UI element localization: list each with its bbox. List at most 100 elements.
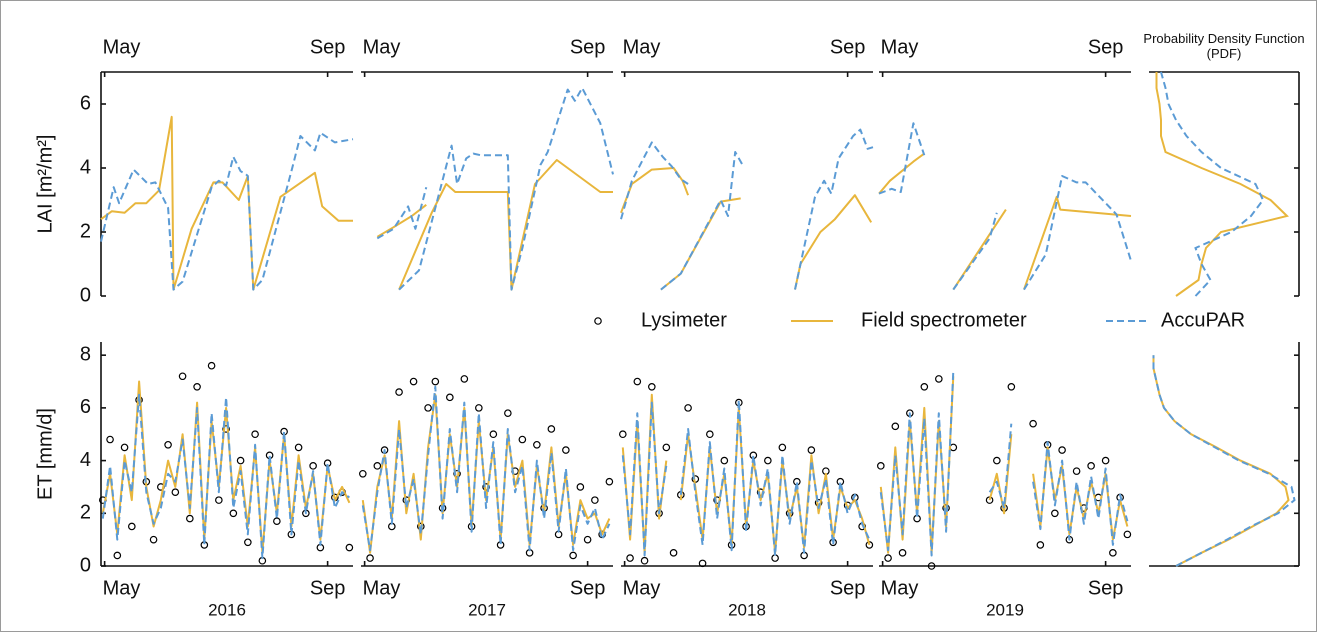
legend-label: AccuPAR <box>1161 309 1245 331</box>
series-line <box>101 393 350 560</box>
y-tick-label: 2 <box>80 220 91 242</box>
lysimeter-point <box>229 509 238 518</box>
lysimeter-point <box>949 443 958 452</box>
lysimeter-point <box>149 535 158 544</box>
lysimeter-point <box>186 514 194 523</box>
lysimeter-point <box>446 393 454 402</box>
x-tick-label: May <box>103 36 141 58</box>
density-line <box>1152 355 1290 567</box>
lysimeter-point <box>648 382 656 391</box>
lysimeter-point <box>106 435 114 444</box>
lysimeter-point <box>128 522 136 531</box>
lysimeter-point <box>898 549 907 557</box>
lysimeter-point <box>993 456 1001 465</box>
series-line <box>879 376 1129 554</box>
legend-label: Lysimeter <box>641 309 727 331</box>
x-axis-label: 2019 <box>986 600 1024 619</box>
lysimeter-point <box>720 456 729 465</box>
legend-label: Field spectrometer <box>861 309 1027 331</box>
lysimeter-point <box>640 556 649 565</box>
density-line <box>1152 355 1296 567</box>
pdf-title: Probability Density Function (PDF) <box>1143 31 1305 61</box>
lysimeter-point <box>891 422 900 431</box>
x-tick-label: Sep <box>1088 577 1124 599</box>
x-tick-label: May <box>363 36 401 58</box>
series-line <box>620 128 874 291</box>
lysimeter-point <box>1036 541 1045 549</box>
lysimeter-point <box>1058 446 1066 454</box>
lysimeter-point <box>431 377 440 386</box>
lysimeter-point <box>576 483 585 491</box>
lysimeter-point <box>583 535 592 544</box>
lysimeter-point <box>771 554 779 562</box>
series-line <box>361 393 611 554</box>
lysimeter-point <box>778 443 787 452</box>
lysimeter-point <box>935 375 943 383</box>
series-line <box>376 87 614 291</box>
lysimeter-point <box>366 554 374 562</box>
y-tick-label: 6 <box>80 92 91 114</box>
x-tick-label: Sep <box>310 36 346 58</box>
lysimeter-point <box>236 456 245 465</box>
y-axis-label: LAI [m²/m²] <box>34 135 56 234</box>
lysimeter-point <box>120 443 129 452</box>
y-tick-label: 2 <box>80 502 91 524</box>
series-line <box>621 399 871 557</box>
lysimeter-point <box>178 372 187 381</box>
x-tick-label: Sep <box>830 577 866 599</box>
x-tick-label: Sep <box>1088 36 1124 58</box>
x-axis-label: 2018 <box>728 600 766 619</box>
x-tick-label: Sep <box>830 36 866 58</box>
density-line <box>1155 72 1289 297</box>
lysimeter-point <box>251 430 259 439</box>
lysimeter-point <box>294 443 303 452</box>
series-line <box>100 115 353 291</box>
y-tick-label: 4 <box>80 156 91 178</box>
lysimeter-point <box>706 430 714 439</box>
lysimeter-point <box>518 435 527 444</box>
legend-marker <box>594 317 602 325</box>
x-tick-label: Sep <box>570 577 606 599</box>
series-line <box>879 370 1129 557</box>
x-axis-label: 2017 <box>468 600 506 619</box>
y-tick-label: 4 <box>80 449 91 471</box>
lysimeter-point <box>424 404 432 412</box>
lysimeter-point <box>1072 467 1081 475</box>
lysimeter-point <box>562 446 570 454</box>
lysimeter-point <box>1123 530 1132 539</box>
lysimeter-point <box>605 477 614 486</box>
y-tick-label: 0 <box>80 284 91 306</box>
x-tick-label: Sep <box>310 577 346 599</box>
x-axis-label: 2016 <box>208 600 246 619</box>
lysimeter-point <box>171 488 180 497</box>
lysimeter-point <box>1087 462 1095 470</box>
y-tick-label: 6 <box>80 396 91 418</box>
x-tick-label: May <box>623 36 661 58</box>
lysimeter-point <box>684 404 692 412</box>
lysimeter-point <box>345 543 354 552</box>
series-line <box>101 380 351 554</box>
lysimeter-point <box>764 456 772 465</box>
lysimeter-point <box>877 462 885 470</box>
lysimeter-point <box>244 538 252 547</box>
lysimeter-point <box>222 425 230 433</box>
x-tick-label: May <box>881 36 919 58</box>
lysimeter-point <box>927 562 936 570</box>
lysimeter-point <box>920 382 929 391</box>
x-tick-label: May <box>103 577 141 599</box>
series-line <box>878 122 1132 291</box>
lysimeter-point <box>409 377 418 386</box>
lysimeter-point <box>164 440 172 449</box>
x-tick-label: May <box>881 577 919 599</box>
lysimeter-point <box>395 388 403 396</box>
lysimeter-point <box>475 404 483 412</box>
lysimeter-point <box>373 462 382 470</box>
lysimeter-point <box>547 425 556 433</box>
y-axis-label: ET [mm/d] <box>34 408 56 500</box>
y-tick-label: 8 <box>80 343 91 365</box>
series-line <box>376 159 613 291</box>
lysimeter-point <box>1101 456 1110 465</box>
lysimeter-point <box>698 559 707 568</box>
y-tick-label: 0 <box>80 554 91 576</box>
